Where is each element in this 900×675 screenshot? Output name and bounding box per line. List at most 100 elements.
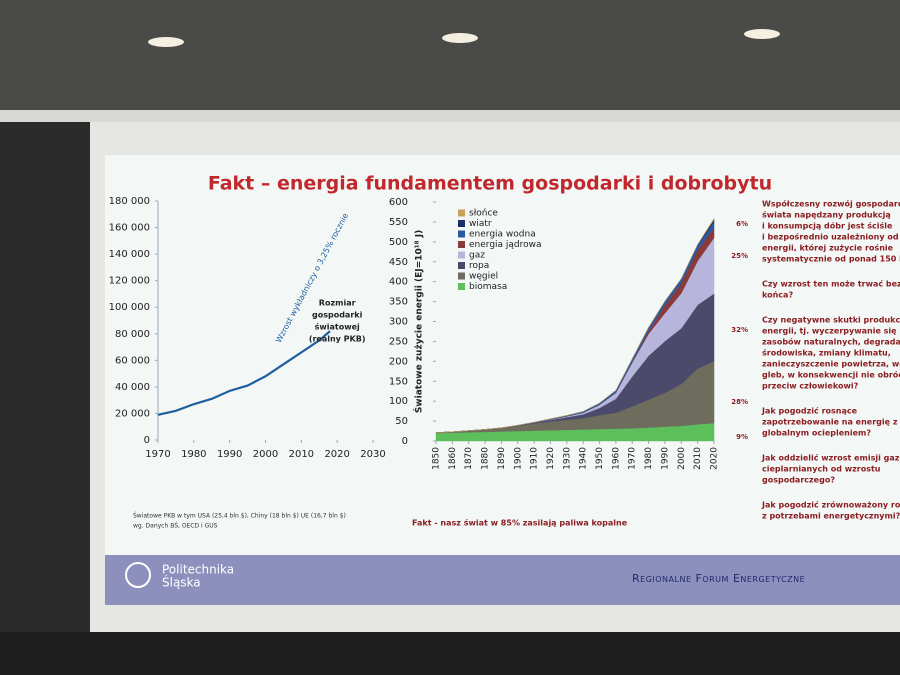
ceiling-light <box>442 33 478 43</box>
legend-swatch <box>458 220 465 227</box>
x-tick-label: 2000 <box>253 449 278 460</box>
note-line: globalnym ociepleniem? <box>762 429 871 438</box>
note-line: z potrzebami energetycznymi? <box>762 512 900 521</box>
share-label: 32% <box>731 326 748 334</box>
x-tick-label: 1980 <box>181 449 206 460</box>
y-tick-label: 140 000 <box>109 249 150 260</box>
x-tick-label: 2000 <box>677 447 687 470</box>
note-line: Jak oddzielić wzrost emisji gazów <box>761 453 900 463</box>
line <box>157 330 331 416</box>
x-tick-label: 1920 <box>546 447 556 470</box>
note-line: zasobów naturalnych, degradacja <box>762 337 900 347</box>
y-tick-label: 0 <box>402 436 408 447</box>
note-line: zanieczyszczenie powietrza, wód, <box>762 359 900 369</box>
note-line: środowiska, zmiany klimatu, <box>762 348 891 358</box>
legend-label: gaz <box>469 251 485 261</box>
y-tick-label: 160 000 <box>109 223 150 234</box>
x-tick-label: 1990 <box>660 447 670 470</box>
x-tick-label: 1960 <box>611 447 621 470</box>
legend-swatch <box>458 283 465 290</box>
x-tick-label: 1930 <box>562 447 572 470</box>
series-label: światowej <box>315 322 360 332</box>
footnote: wg. Danych BŚ, OECD i GUS <box>133 523 218 530</box>
y-tick-label: 100 000 <box>109 302 150 313</box>
share-label: 9% <box>736 433 748 441</box>
share-label: 6% <box>736 220 748 228</box>
slide <box>105 155 900 605</box>
footer-title: Regionalne Forum Energetyczne <box>632 572 805 585</box>
series-label: gospodarki <box>312 311 363 320</box>
note-line: i konsumpcją dóbr jest ściśle <box>762 221 893 231</box>
x-tick-label: 2020 <box>324 449 349 460</box>
note-line: i bezpośrednio uzależniony od <box>762 232 899 242</box>
legend-label: słońce <box>469 209 498 219</box>
y-tick-label: 0 <box>144 435 150 446</box>
y-tick-label: 350 <box>389 297 408 308</box>
y-tick-label: 50 <box>395 416 408 427</box>
x-tick-label: 1990 <box>217 449 242 460</box>
slide-title: Fakt – energia fundamentem gospodarki i … <box>208 173 772 195</box>
x-tick-label: 2010 <box>289 449 314 460</box>
x-tick-label: 1970 <box>145 449 170 460</box>
ceiling-light <box>744 29 780 39</box>
x-tick-label: 1950 <box>595 447 605 470</box>
note-line: energii, której zużycie rośnie <box>762 243 894 253</box>
series-label: (realny PKB) <box>309 335 366 344</box>
ceiling-panel <box>0 0 900 110</box>
footnote: Fakt - nasz świat w 85% zasilają paliwa … <box>412 518 628 528</box>
note-line: energii, tj. wyczerpywanie się <box>762 327 897 336</box>
note-line: przeciw człowiekowi? <box>762 382 859 391</box>
share-label: 25% <box>731 252 748 260</box>
x-tick-label: 1910 <box>530 447 540 470</box>
x-tick-label: 1970 <box>628 447 638 470</box>
legend-swatch <box>458 262 465 269</box>
legend-swatch <box>458 230 465 238</box>
y-tick-label: 450 <box>389 257 408 268</box>
legend-swatch <box>458 209 465 217</box>
legend-label: wiatr <box>469 219 492 229</box>
legend-swatch <box>458 251 465 259</box>
x-tick-label: 1870 <box>464 447 474 470</box>
ceiling-light <box>148 37 184 47</box>
note-line: gospodarczego? <box>762 476 835 485</box>
series-label: Rozmiar <box>319 299 356 308</box>
y-tick-label: 40 000 <box>115 382 150 393</box>
y-tick-label: 500 <box>389 237 408 248</box>
footer-logo-text: Politechnika <box>162 563 234 577</box>
y-tick-label: 400 <box>389 277 408 288</box>
footnote: Światowe PKB w tym USA (25,4 bln $), Chi… <box>133 513 346 520</box>
y-tick-label: 200 <box>389 356 408 367</box>
note-line: Jak pogodzić rosnące <box>761 406 858 416</box>
y-tick-label: 150 <box>389 376 408 387</box>
note-line: świata napędzany produkcją <box>762 210 891 220</box>
x-tick-label: 2020 <box>710 447 720 470</box>
x-tick-label: 1860 <box>448 447 458 470</box>
note-line: Czy wzrost ten może trwać bez <box>762 279 900 289</box>
area <box>435 217 715 433</box>
legend-label: biomasa <box>469 282 507 292</box>
x-tick-label: 2010 <box>693 447 703 470</box>
legend-label: ropa <box>469 261 489 271</box>
note-line: systematycznie od ponad 150 lat <box>762 255 900 264</box>
x-tick-label: 1900 <box>513 447 523 470</box>
x-tick-label: 1890 <box>497 447 507 470</box>
x-tick-label: 1880 <box>481 447 491 470</box>
note-line: cieplarnianych od wzrostu <box>762 465 881 474</box>
footer-logo-text: Śląska <box>162 575 201 590</box>
y-tick-label: 60 000 <box>115 355 150 366</box>
x-tick-label: 1980 <box>644 447 654 470</box>
legend-label: energia jądrowa <box>469 240 542 250</box>
y-tick-label: 120 000 <box>109 276 150 287</box>
legend-label: węgiel <box>469 272 498 282</box>
note-line: Współczesny rozwój gospodarczy <box>762 199 900 209</box>
y-tick-label: 600 <box>389 197 408 208</box>
legend-swatch <box>458 241 465 248</box>
note-line: Jak pogodzić zrównoważony rozwój <box>761 500 900 510</box>
note-line: końca? <box>762 291 793 300</box>
y-tick-label: 20 000 <box>115 408 150 419</box>
y-tick-label: 100 <box>389 396 408 407</box>
share-label: 28% <box>731 398 748 406</box>
y-tick-label: 180 000 <box>109 196 150 207</box>
y-tick-label: 550 <box>389 217 408 228</box>
